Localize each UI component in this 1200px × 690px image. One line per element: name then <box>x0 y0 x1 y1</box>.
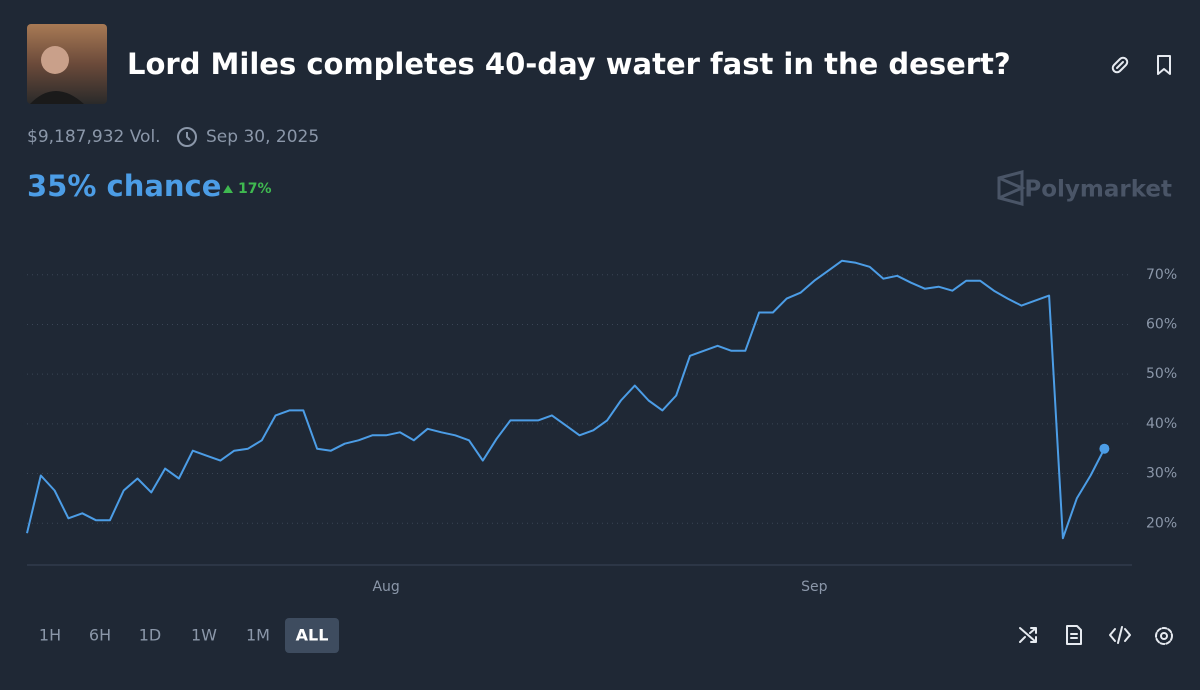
range-button[interactable]: 1H <box>39 626 61 645</box>
x-tick-label: Sep <box>801 579 828 595</box>
y-tick-label: 40% <box>1146 416 1177 432</box>
clock-icon <box>177 127 197 147</box>
price-line <box>26 259 1106 540</box>
avatar-body <box>30 91 84 104</box>
brand: Polymarket <box>1024 177 1172 203</box>
range-button[interactable]: 1D <box>139 626 162 645</box>
link-button[interactable] <box>1111 56 1129 74</box>
change-arrow <box>223 185 233 193</box>
bookmark-button[interactable] <box>1157 55 1171 75</box>
document-button[interactable] <box>1066 625 1082 645</box>
y-tick-label: 50% <box>1146 366 1177 382</box>
range-button[interactable]: 1W <box>191 626 217 645</box>
range-button-bg[interactable] <box>285 618 339 653</box>
market-title: Lord Miles completes 40-day water fast i… <box>127 47 1011 81</box>
embed-button[interactable] <box>1109 626 1131 644</box>
volume: $9,187,932 Vol. <box>27 127 161 147</box>
shuffle-button[interactable] <box>1019 627 1037 643</box>
range-button[interactable]: ALL <box>296 626 329 645</box>
settings-button[interactable] <box>1155 627 1173 645</box>
chance: 35% chance <box>27 169 221 203</box>
end-date: Sep 30, 2025 <box>206 127 319 147</box>
range-button[interactable]: 1M <box>246 626 270 645</box>
brand-logo <box>997 170 1026 206</box>
change: 17% <box>238 181 272 197</box>
y-tick-label: 60% <box>1146 316 1177 332</box>
end-point <box>1099 443 1110 454</box>
range-button[interactable]: 6H <box>89 626 111 645</box>
x-tick-label: Aug <box>372 579 399 595</box>
y-tick-label: 70% <box>1146 267 1177 283</box>
avatar-face <box>41 46 69 74</box>
y-tick-label: 20% <box>1146 515 1177 531</box>
y-tick-label: 30% <box>1146 466 1177 482</box>
